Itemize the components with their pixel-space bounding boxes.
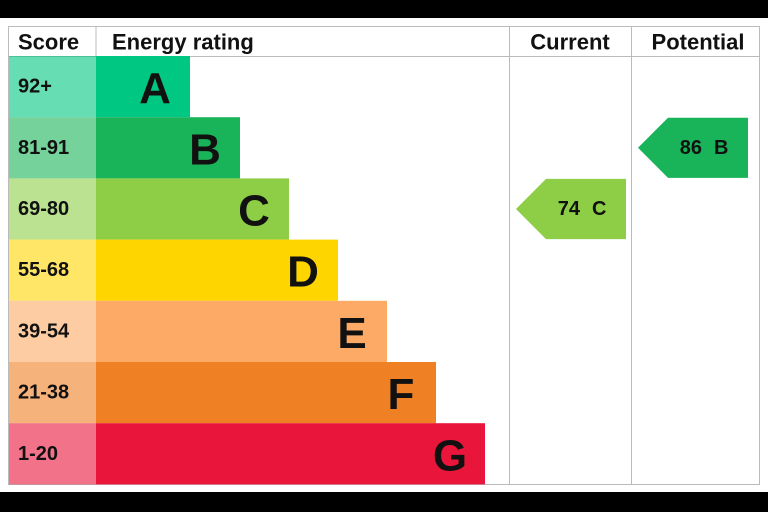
band-bar	[96, 423, 485, 485]
band-letter: C	[238, 187, 270, 236]
band-letter: D	[287, 248, 319, 297]
current-letter: C	[592, 198, 606, 220]
frame	[8, 26, 760, 485]
header-score: Score	[18, 30, 79, 55]
band-bar	[96, 300, 387, 362]
score-cell	[9, 117, 96, 179]
current-arrow	[516, 178, 626, 240]
band-letter: B	[189, 125, 221, 174]
band-bar	[96, 56, 190, 118]
band-bar	[96, 239, 338, 301]
score-label: 21-38	[18, 382, 69, 404]
score-cell	[9, 56, 96, 118]
header-energy-rating: Energy rating	[112, 30, 254, 55]
band-bar	[96, 178, 289, 240]
potential-value: 86	[680, 137, 702, 159]
score-label: 1-20	[18, 443, 58, 465]
score-cell	[9, 362, 96, 424]
score-label: 81-91	[18, 137, 69, 159]
header-potential: Potential	[652, 30, 745, 55]
score-label: 92+	[18, 76, 52, 98]
band-bar	[96, 117, 240, 179]
band-bar	[96, 362, 436, 424]
band-letter: F	[388, 370, 415, 419]
score-cell	[9, 423, 96, 485]
band-letter: G	[433, 431, 467, 480]
score-cell	[9, 178, 96, 240]
score-label: 55-68	[18, 259, 69, 281]
score-cell	[9, 239, 96, 301]
band-letter: E	[337, 309, 366, 358]
score-cell	[9, 300, 96, 362]
band-letter: A	[139, 64, 171, 113]
score-label: 39-54	[18, 320, 70, 342]
score-label: 69-80	[18, 198, 69, 220]
potential-letter: B	[714, 137, 728, 159]
current-value: 74	[558, 198, 581, 220]
potential-arrow	[638, 117, 748, 178]
header-current: Current	[530, 30, 610, 55]
